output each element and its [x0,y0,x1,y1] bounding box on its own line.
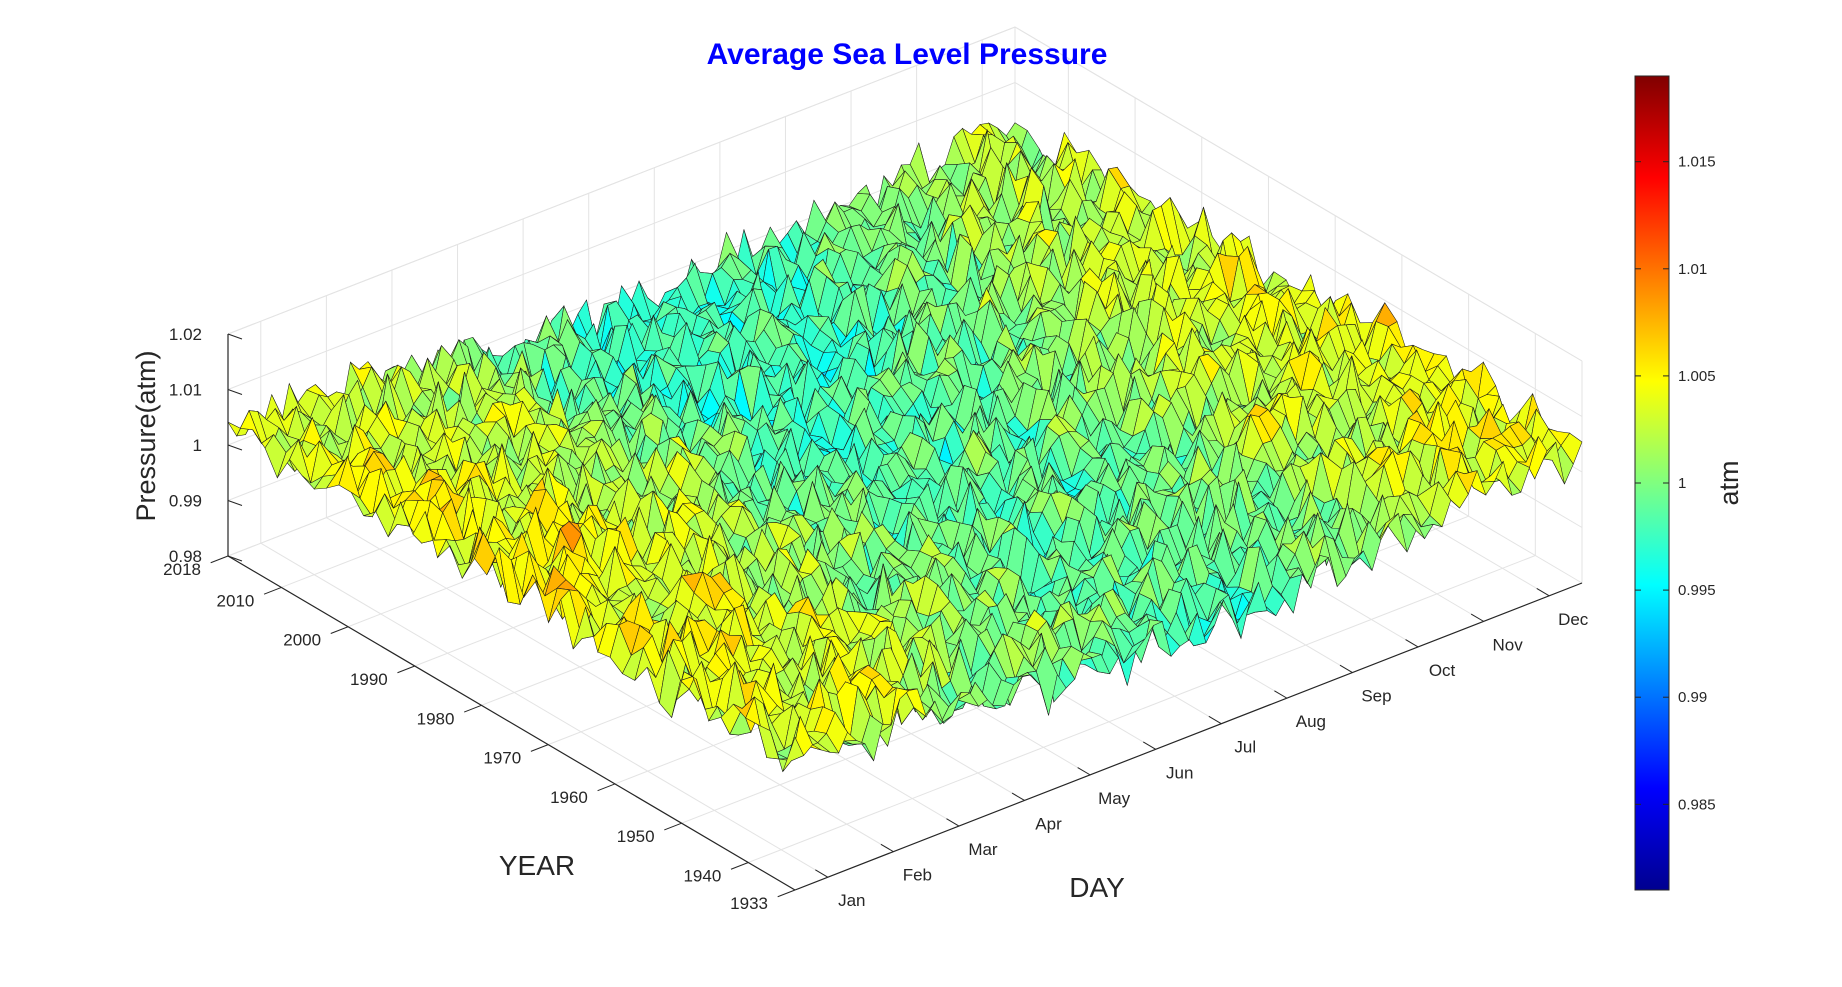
x-tick-label: Nov [1493,635,1524,654]
colorbar-tick-label: 1.015 [1678,154,1716,171]
x-tick-label: Aug [1296,712,1326,731]
x-tick-mark [1405,639,1419,648]
z-tick-mark [227,555,243,562]
y-tick-label: 1940 [683,866,721,885]
x-tick-mark [1208,715,1222,725]
x-axis-ticks: Jan Feb Mar Apr May Jun Jul Aug Sep Oct Nov Dec [815,588,1589,910]
y-tick-mark [730,862,749,870]
z-tick-mark [227,333,243,340]
x-tick-label: Jun [1166,763,1193,782]
y-tick-label: 2018 [163,560,201,579]
y-tick-mark [263,586,282,595]
chart-title: Average Sea Level Pressure [707,38,1108,71]
y-tick-mark [463,704,482,713]
colorbar-tick-label: 1 [1678,475,1686,492]
x-tick-mark [1011,792,1025,801]
x-tick-label: Dec [1558,610,1589,629]
x-tick-mark [946,818,960,827]
y-tick-label: 1950 [617,827,655,846]
colorbar-label: atm [1714,460,1744,505]
z-tick-label: 0.98 [169,547,202,566]
x-tick-label: Apr [1035,814,1062,833]
z-tick-label: 0.99 [169,492,202,511]
y-tick-mark [777,889,796,898]
x-axis-label: DAY [1069,872,1125,903]
y-tick-mark [664,822,682,831]
y-tick-mark [597,783,616,792]
pressure-surface [227,122,1583,773]
y-tick-mark [330,626,349,634]
x-tick-label: Feb [903,866,932,885]
z-tick-mark [227,389,243,395]
x-tick-label: Mar [968,840,998,859]
z-tick-label: 1.02 [169,325,202,344]
y-axis-label: YEAR [499,850,575,881]
surface-cell [782,736,805,772]
colorbar-ticks: 1.015 1.01 1.005 1 0.995 0.99 0.985 [1635,154,1716,813]
y-tick-label: 2000 [283,631,321,650]
x-tick-label: Jul [1234,738,1256,757]
x-tick-mark [815,869,829,878]
y-axis-line [227,555,796,891]
x-tick-mark [880,843,894,853]
y-tick-mark [397,665,415,674]
z-axis-label: Pressure(atm) [131,350,161,521]
x-tick-mark [1536,588,1550,597]
y-tick-label: 1933 [730,894,768,913]
z-tick-label: 1 [193,436,202,455]
y-tick-label: 1990 [350,670,388,689]
x-tick-mark [1470,613,1484,622]
y-axis-ticks: 1933 1940 1950 1960 1970 1980 1990 2000 2010 2018 [163,555,796,913]
z-axis-ticks: 0.98 0.99 1 1.01 1.02 [169,325,243,566]
x-tick-label: Jan [838,891,865,910]
x-tick-mark [1142,741,1156,750]
x-tick-mark [1339,664,1353,673]
x-axis-line [794,582,1583,891]
y-tick-mark [210,555,229,564]
y-tick-mark [530,744,549,752]
colorbar-tick-label: 0.985 [1678,796,1716,813]
x-tick-mark [1077,767,1091,776]
x-tick-label: Sep [1361,687,1391,706]
z-tick-label: 1.01 [169,381,202,400]
colorbar-tick-label: 1.01 [1678,261,1707,278]
y-tick-label: 1970 [483,749,521,768]
colorbar-tick-label: 0.99 [1678,689,1707,706]
z-tick-mark [227,444,243,451]
z-tick-mark [227,500,243,506]
x-tick-label: May [1098,789,1131,808]
x-tick-mark [1274,690,1288,699]
colorbar-tick-label: 1.005 [1678,368,1716,385]
y-tick-label: 2010 [217,591,255,610]
y-tick-label: 1980 [417,709,455,728]
colorbar-tick-label: 0.995 [1678,582,1716,599]
y-tick-label: 1960 [550,788,588,807]
x-tick-label: Oct [1429,661,1456,680]
